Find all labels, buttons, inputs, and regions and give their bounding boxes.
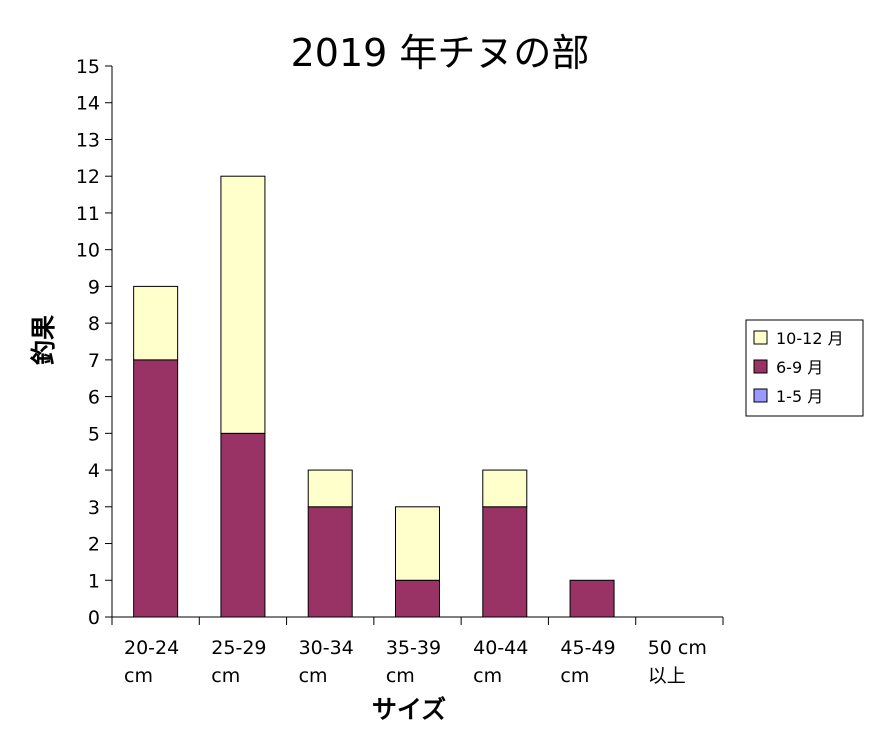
- legend-swatch: [753, 388, 768, 403]
- legend-label: 1-5 月: [776, 387, 823, 406]
- y-tick-label: 11: [76, 203, 100, 225]
- legend-label: 10-12 月: [776, 329, 844, 348]
- bar-segment: [395, 506, 440, 581]
- y-tick-label: 0: [88, 607, 100, 629]
- bar-segment: [482, 506, 528, 618]
- x-tick-label: 20-24 cm: [124, 637, 179, 687]
- legend-swatch: [753, 359, 768, 374]
- y-tick-label: 8: [88, 313, 100, 335]
- y-tick-label: 6: [88, 387, 100, 409]
- y-tick-label: 1: [88, 570, 100, 592]
- y-tick-label: 15: [76, 56, 100, 78]
- bar-segment: [569, 579, 615, 618]
- bar-segment: [482, 469, 528, 508]
- y-tick-label: 13: [76, 129, 100, 151]
- legend-swatch: [753, 330, 768, 345]
- y-tick-label: 3: [88, 497, 100, 519]
- bar-segment: [220, 175, 266, 434]
- y-tick-label: 9: [88, 276, 100, 298]
- legend-label: 6-9 月: [776, 358, 823, 377]
- y-axis-label: 釣果: [29, 315, 58, 365]
- y-tick-label: 2: [88, 534, 100, 556]
- x-tick-label: 50 cm 以上: [648, 637, 707, 687]
- y-tick-label: 14: [76, 93, 100, 115]
- y-tick-label: 4: [88, 460, 100, 482]
- legend: 10-12 月 6-9 月 1-5 月: [745, 319, 864, 417]
- x-tick-label: 25-29 cm: [211, 637, 266, 687]
- chart-title: 2019 年チヌの部: [291, 31, 590, 75]
- bars: [133, 175, 615, 618]
- x-tick-label: 45-49 cm: [560, 637, 615, 687]
- x-axis-label: サイズ: [372, 695, 446, 724]
- y-tick-label: 7: [88, 350, 100, 372]
- bar-segment: [133, 359, 179, 618]
- y-tick-label: 10: [76, 240, 100, 262]
- x-tick-label: 30-34 cm: [299, 637, 354, 687]
- x-tick-label: 40-44 cm: [473, 637, 528, 687]
- x-axis: 20-24 cm 25-29 cm 30-34 cm 35-39 cm 40-44 cm 45-49…: [105, 616, 724, 687]
- bar-segment: [307, 469, 353, 508]
- bar-segment: [395, 579, 440, 618]
- y-tick-label: 12: [76, 166, 100, 188]
- bar-segment: [133, 285, 179, 361]
- bar-segment: [307, 506, 353, 618]
- x-tick-label: 35-39 cm: [386, 637, 441, 687]
- y-tick-label: 5: [88, 423, 100, 445]
- bar-segment: [220, 432, 266, 618]
